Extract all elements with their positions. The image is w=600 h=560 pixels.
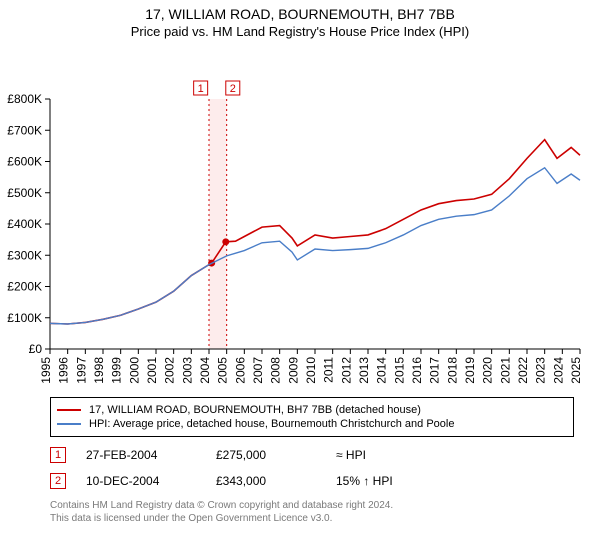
svg-text:2014: 2014	[375, 357, 389, 384]
svg-text:2023: 2023	[534, 357, 548, 384]
footnote-line: Contains HM Land Registry data © Crown c…	[50, 499, 600, 512]
svg-text:2008: 2008	[269, 357, 283, 384]
svg-text:2009: 2009	[286, 357, 300, 384]
svg-text:1997: 1997	[74, 357, 88, 384]
sale-relation: 15% ↑ HPI	[336, 474, 456, 488]
svg-text:2000: 2000	[127, 357, 141, 384]
line-chart: £0 £100K £200K £300K £400K £500K £600K £700K £80…	[0, 39, 600, 389]
sale-row: 2 10-DEC-2004 £343,000 15% ↑ HPI	[50, 473, 600, 489]
sale-relation: ≈ HPI	[336, 448, 456, 462]
svg-text:1996: 1996	[57, 357, 71, 384]
legend-swatch	[57, 423, 81, 425]
svg-text:2007: 2007	[251, 357, 265, 384]
svg-text:2003: 2003	[180, 357, 194, 384]
legend-row: 17, WILLIAM ROAD, BOURNEMOUTH, BH7 7BB (…	[57, 404, 567, 416]
svg-text:2: 2	[230, 83, 236, 95]
svg-text:1: 1	[198, 83, 204, 95]
footnote-line: This data is licensed under the Open Gov…	[50, 512, 600, 525]
svg-text:2024: 2024	[551, 357, 565, 384]
svg-text:2016: 2016	[410, 357, 424, 384]
svg-text:1998: 1998	[92, 357, 106, 384]
svg-text:£400K: £400K	[7, 217, 42, 231]
svg-text:1999: 1999	[110, 357, 124, 384]
legend-row: HPI: Average price, detached house, Bour…	[57, 418, 567, 430]
svg-text:2006: 2006	[233, 357, 247, 384]
legend: 17, WILLIAM ROAD, BOURNEMOUTH, BH7 7BB (…	[50, 397, 574, 437]
svg-text:£600K: £600K	[7, 155, 42, 169]
svg-text:2010: 2010	[304, 357, 318, 384]
svg-text:2022: 2022	[516, 357, 530, 384]
svg-text:£0: £0	[29, 342, 43, 356]
svg-text:2001: 2001	[145, 357, 159, 384]
sale-marker: 1	[50, 447, 66, 463]
svg-text:2002: 2002	[163, 357, 177, 384]
svg-text:2017: 2017	[428, 357, 442, 384]
legend-label: HPI: Average price, detached house, Bour…	[89, 418, 454, 430]
svg-text:2013: 2013	[357, 357, 371, 384]
sale-date: 27-FEB-2004	[86, 448, 216, 462]
svg-text:2021: 2021	[498, 357, 512, 384]
svg-text:2018: 2018	[445, 357, 459, 384]
svg-text:1995: 1995	[39, 357, 53, 384]
sale-price: £343,000	[216, 474, 336, 488]
chart-container: 17, WILLIAM ROAD, BOURNEMOUTH, BH7 7BB P…	[0, 0, 600, 525]
svg-text:2019: 2019	[463, 357, 477, 384]
svg-text:2005: 2005	[216, 357, 230, 384]
svg-text:2025: 2025	[569, 357, 583, 384]
sale-price: £275,000	[216, 448, 336, 462]
svg-text:2004: 2004	[198, 357, 212, 384]
svg-text:2015: 2015	[392, 357, 406, 384]
svg-text:£700K: £700K	[7, 123, 42, 137]
sale-date: 10-DEC-2004	[86, 474, 216, 488]
svg-text:£500K: £500K	[7, 186, 42, 200]
svg-text:£100K: £100K	[7, 311, 42, 325]
footnote: Contains HM Land Registry data © Crown c…	[50, 499, 600, 525]
svg-text:2012: 2012	[339, 357, 353, 384]
chart-title: 17, WILLIAM ROAD, BOURNEMOUTH, BH7 7BB	[0, 6, 600, 22]
sale-row: 1 27-FEB-2004 £275,000 ≈ HPI	[50, 447, 600, 463]
svg-text:2011: 2011	[322, 357, 336, 383]
svg-text:2020: 2020	[481, 357, 495, 384]
title-block: 17, WILLIAM ROAD, BOURNEMOUTH, BH7 7BB P…	[0, 0, 600, 39]
sale-marker: 2	[50, 473, 66, 489]
svg-text:£200K: £200K	[7, 280, 42, 294]
svg-text:£300K: £300K	[7, 248, 42, 262]
chart-subtitle: Price paid vs. HM Land Registry's House …	[0, 24, 600, 39]
legend-swatch	[57, 409, 81, 411]
legend-label: 17, WILLIAM ROAD, BOURNEMOUTH, BH7 7BB (…	[89, 404, 421, 416]
svg-text:£800K: £800K	[7, 92, 42, 106]
